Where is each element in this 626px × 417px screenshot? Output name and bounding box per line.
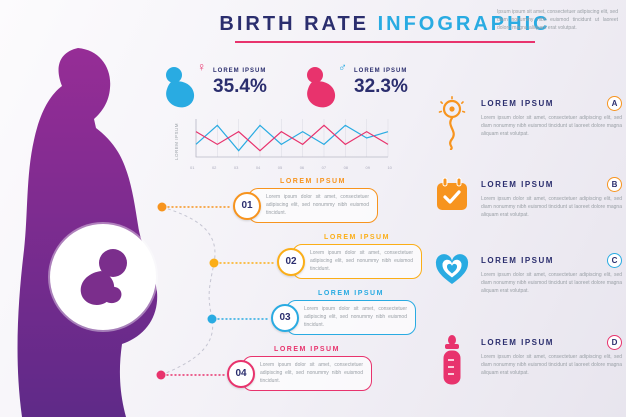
- stat-label: LOREM IPSUM: [213, 68, 267, 74]
- stat-value: 32.3%: [354, 76, 408, 97]
- right-item-content: LOREM IPSUM A Lorem ipsum dolor sit amet…: [481, 96, 622, 150]
- baby-girl-icon: ♀: [162, 60, 206, 112]
- connector-dot-3: [207, 314, 217, 324]
- right-item-b: LOREM IPSUM B Lorem ipsum dolor sit amet…: [432, 177, 622, 219]
- stat-male: ♂ LOREM IPSUM 32.3%: [303, 60, 408, 112]
- baby-bottle-icon: [432, 335, 472, 387]
- timeline-item-number: 04: [227, 359, 255, 388]
- right-item-title: LOREM IPSUM: [481, 99, 554, 108]
- right-item-title: LOREM IPSUM: [481, 180, 554, 189]
- connector-dot-4: [156, 370, 166, 380]
- chart-y-axis-label: LOREM IPSUM: [174, 122, 179, 160]
- right-item-content: LOREM IPSUM B Lorem ipsum dolor sit amet…: [481, 177, 622, 219]
- connector-dot-1: [157, 202, 167, 212]
- timeline-item-title: LOREM IPSUM: [318, 290, 384, 297]
- timeline-item-number: 02: [277, 247, 305, 276]
- timeline-item-text: Lorem ipsum dolor sit amet, consectetuer…: [260, 362, 363, 384]
- stat-label: LOREM IPSUM: [354, 68, 408, 74]
- timeline-item-text: Lorem ipsum dolor sit amet, consectetuer…: [266, 194, 369, 216]
- series-pink: [195, 124, 389, 152]
- timeline-item-box: 03 Lorem ipsum dolor sit amet, consectet…: [271, 300, 416, 336]
- timeline-item-number: 01: [233, 191, 261, 220]
- right-item-a: LOREM IPSUM A Lorem ipsum dolor sit amet…: [432, 96, 622, 150]
- timeline-connector: [156, 202, 275, 380]
- right-item-letter-badge: D: [607, 335, 622, 350]
- title-underline: [235, 41, 535, 43]
- line-chart: [195, 119, 389, 158]
- fetus-icon: [80, 249, 127, 305]
- male-symbol: ♂: [338, 60, 347, 74]
- timeline-item-box: 04 Lorem ipsum dolor sit amet, consectet…: [227, 356, 372, 392]
- timeline-item-04: LOREM IPSUM 04 Lorem ipsum dolor sit ame…: [227, 346, 372, 392]
- right-item-text: Lorem ipsum dolor sit amet, consectetuer…: [481, 272, 622, 294]
- right-item-title: LOREM IPSUM: [481, 338, 554, 347]
- calendar-icon: [432, 177, 472, 219]
- timeline-item-title: LOREM IPSUM: [280, 178, 346, 185]
- connector-dot-2: [209, 258, 219, 268]
- right-item-title: LOREM IPSUM: [481, 256, 554, 265]
- timeline-item-03: LOREM IPSUM 03 Lorem ipsum dolor sit ame…: [271, 290, 416, 336]
- female-symbol: ♀: [197, 60, 206, 74]
- fetus-circle: [50, 224, 156, 330]
- right-item-text: Lorem ipsum dolor sit amet, consectetuer…: [481, 115, 622, 137]
- intro-text: Ipsum ipsum sit amet, consectetuer adipi…: [497, 9, 618, 31]
- right-item-d: LOREM IPSUM D Lorem ipsum dolor sit amet…: [432, 335, 622, 387]
- page-title-part1: BIRTH RATE: [219, 13, 370, 35]
- stat-female: ♀ LOREM IPSUM 35.4%: [162, 60, 267, 112]
- chart-x-labels: 01 02 03 04 05 06 07 08 09 10: [190, 165, 392, 170]
- page-title: BIRTH RATE INFOGRAPHIC: [210, 13, 560, 36]
- right-item-letter-badge: C: [607, 253, 622, 268]
- timeline-item-box: 02 Lorem ipsum dolor sit amet, consectet…: [277, 244, 422, 280]
- right-item-letter-badge: B: [607, 177, 622, 192]
- timeline-item-text: Lorem ipsum dolor sit amet, consectetuer…: [310, 250, 413, 272]
- page-title-part2: INFOGRAPHIC: [377, 13, 551, 35]
- timeline-item-text: Lorem ipsum dolor sit amet, consectetuer…: [304, 306, 407, 328]
- stat-value: 35.4%: [213, 76, 267, 97]
- timeline-item-title: LOREM IPSUM: [324, 234, 390, 241]
- right-item-text: Lorem ipsum dolor sit amet, consectetuer…: [481, 354, 622, 376]
- line-chart-block: LOREM IPSUM 01 02 03 04 05 06 07 08 09 10: [166, 115, 398, 179]
- heart-icon: [432, 253, 472, 295]
- header: BIRTH RATE INFOGRAPHIC: [210, 13, 560, 43]
- right-item-content: LOREM IPSUM D Lorem ipsum dolor sit amet…: [481, 335, 622, 387]
- right-item-c: LOREM IPSUM C Lorem ipsum dolor sit amet…: [432, 253, 622, 295]
- timeline-item-02: LOREM IPSUM 02 Lorem ipsum dolor sit ame…: [277, 234, 422, 280]
- timeline-item-box: 01 Lorem ipsum dolor sit amet, consectet…: [233, 188, 378, 224]
- right-item-content: LOREM IPSUM C Lorem ipsum dolor sit amet…: [481, 253, 622, 295]
- stat-male-text: LOREM IPSUM 32.3%: [354, 64, 408, 98]
- fertility-icon: [432, 96, 472, 150]
- right-item-text: Lorem ipsum dolor sit amet, consectetuer…: [481, 196, 622, 218]
- timeline-item-01: LOREM IPSUM 01 Lorem ipsum dolor sit ame…: [233, 178, 378, 224]
- right-item-letter-badge: A: [607, 96, 622, 111]
- timeline-item-number: 03: [271, 303, 299, 332]
- baby-boy-icon: ♂: [303, 60, 347, 112]
- timeline-item-title: LOREM IPSUM: [274, 346, 340, 353]
- stat-female-text: LOREM IPSUM 35.4%: [213, 64, 267, 98]
